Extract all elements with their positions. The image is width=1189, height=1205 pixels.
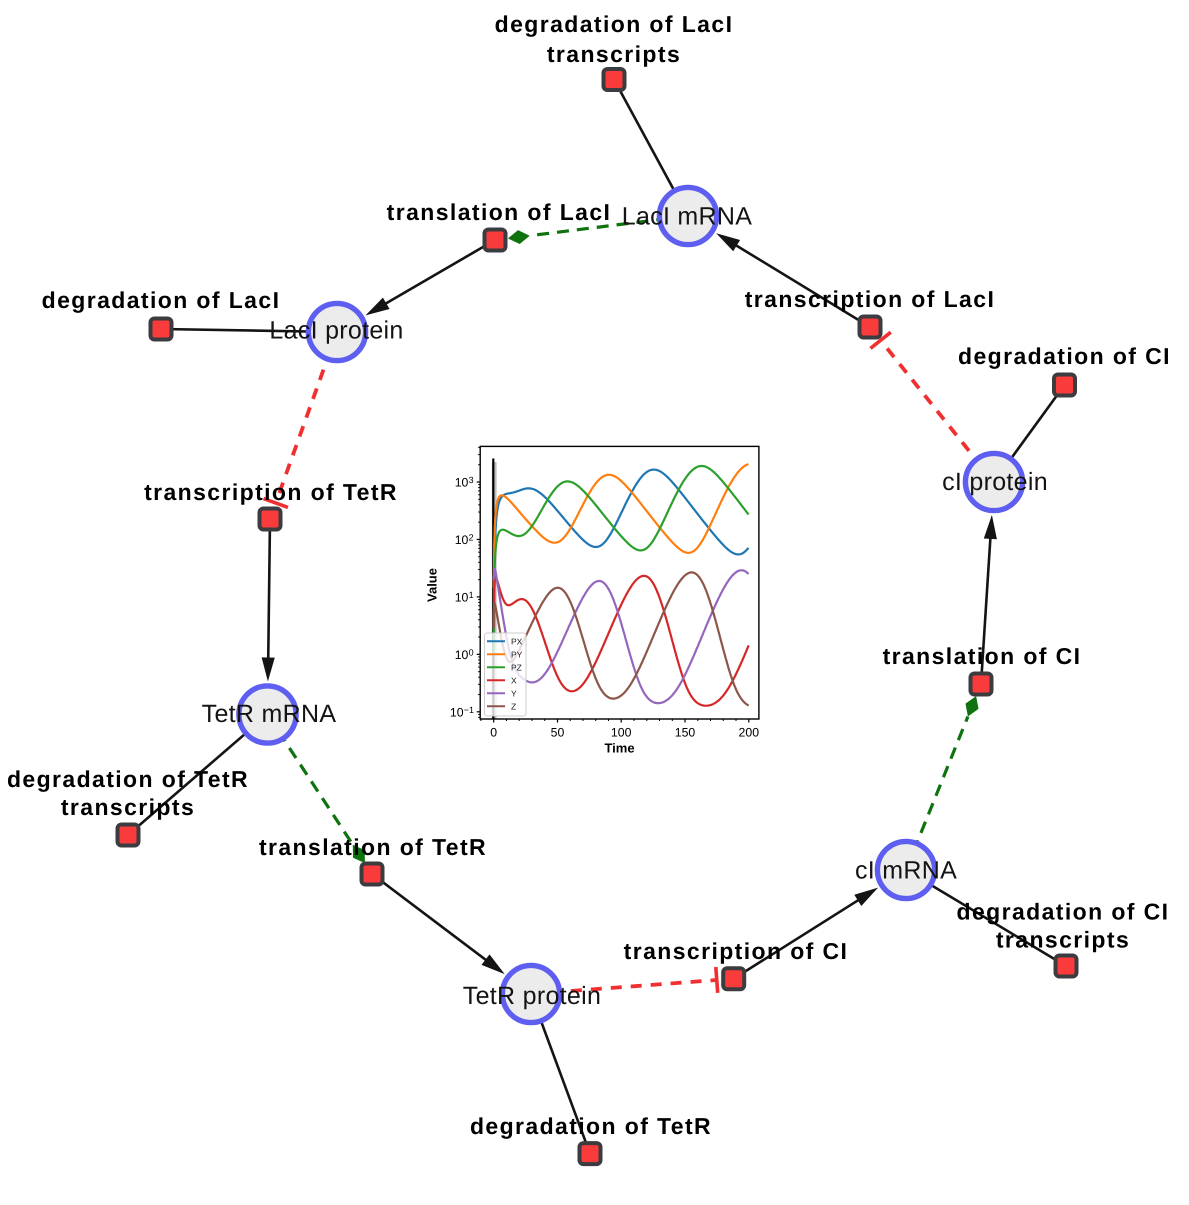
svg-text:10: 10 <box>455 476 469 490</box>
svg-text:150: 150 <box>675 726 696 740</box>
svg-text:transcripts: transcripts <box>547 41 681 67</box>
svg-text:100: 100 <box>611 726 632 740</box>
svg-text:degradation of TetR: degradation of TetR <box>7 766 249 792</box>
svg-text:transcripts: transcripts <box>996 927 1130 953</box>
svg-text:PX: PX <box>511 636 523 646</box>
svg-text:cI protein: cI protein <box>942 468 1048 496</box>
svg-text:PY: PY <box>511 649 523 659</box>
svg-text:degradation of CI: degradation of CI <box>958 343 1171 369</box>
svg-text:TetR mRNA: TetR mRNA <box>202 700 337 728</box>
svg-text:translation of LacI: translation of LacI <box>387 199 612 225</box>
svg-text:LacI protein: LacI protein <box>269 317 403 345</box>
svg-text:degradation of CI: degradation of CI <box>957 899 1170 925</box>
svg-text:10: 10 <box>455 648 469 662</box>
svg-text:X: X <box>511 675 517 685</box>
svg-text:50: 50 <box>551 726 565 740</box>
svg-text:Value: Value <box>425 568 440 602</box>
svg-text:200: 200 <box>739 726 760 740</box>
svg-text:Y: Y <box>511 688 517 698</box>
svg-text:transcripts: transcripts <box>61 794 195 820</box>
svg-text:PZ: PZ <box>511 662 522 672</box>
svg-text:0: 0 <box>490 726 497 740</box>
svg-text:−1: −1 <box>464 705 474 715</box>
svg-text:3: 3 <box>469 475 474 485</box>
svg-text:TetR protein: TetR protein <box>463 982 601 1010</box>
svg-text:Z: Z <box>511 701 516 711</box>
svg-text:transcription of TetR: transcription of TetR <box>144 479 398 505</box>
svg-text:degradation of LacI: degradation of LacI <box>42 287 281 313</box>
svg-text:10: 10 <box>455 591 469 605</box>
svg-text:translation of TetR: translation of TetR <box>259 834 487 860</box>
svg-text:Time: Time <box>604 741 634 756</box>
svg-text:transcription of LacI: transcription of LacI <box>745 286 995 312</box>
svg-text:10: 10 <box>455 533 469 547</box>
svg-text:transcription of CI: transcription of CI <box>624 938 849 964</box>
svg-text:translation of CI: translation of CI <box>883 643 1082 669</box>
svg-text:degradation of TetR: degradation of TetR <box>470 1113 712 1139</box>
svg-text:1: 1 <box>469 590 474 600</box>
svg-text:degradation of LacI: degradation of LacI <box>495 11 734 37</box>
svg-text:cI mRNA: cI mRNA <box>855 857 957 885</box>
svg-text:10: 10 <box>450 705 464 719</box>
svg-text:LacI mRNA: LacI mRNA <box>622 203 753 231</box>
svg-text:0: 0 <box>469 647 474 657</box>
svg-text:2: 2 <box>469 532 474 542</box>
